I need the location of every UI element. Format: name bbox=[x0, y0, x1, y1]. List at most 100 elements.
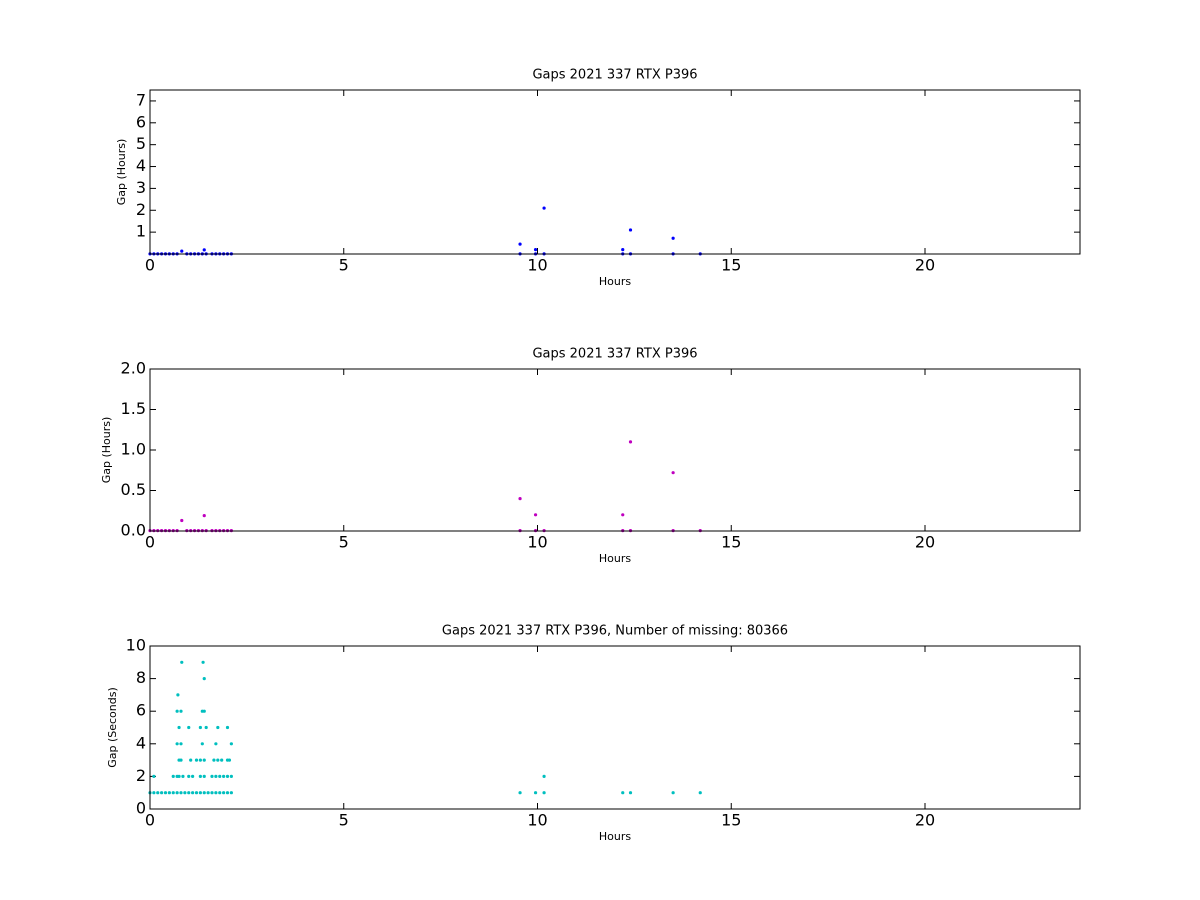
point bbox=[202, 709, 206, 713]
x-tick-label: 20 bbox=[915, 533, 935, 552]
point bbox=[175, 791, 179, 795]
y-tick-label: 7 bbox=[136, 90, 146, 109]
x-tick-label: 5 bbox=[339, 811, 349, 830]
point bbox=[201, 660, 205, 664]
chart-title: Gaps 2021 337 RTX P396, Number of missin… bbox=[442, 624, 788, 639]
point bbox=[218, 774, 222, 779]
point bbox=[198, 725, 202, 730]
point bbox=[200, 742, 204, 746]
point bbox=[229, 742, 233, 746]
chart-title: Gaps 2021 337 RTX P396 bbox=[532, 347, 697, 362]
point bbox=[225, 791, 230, 795]
x-axis-label: Hours bbox=[599, 552, 631, 565]
y-axis-label: Gap (Hours) bbox=[115, 139, 128, 206]
point bbox=[518, 242, 522, 246]
point bbox=[542, 791, 546, 795]
y-tick-label: 0.5 bbox=[121, 480, 146, 499]
point bbox=[671, 471, 675, 475]
point bbox=[225, 725, 230, 730]
point bbox=[214, 774, 218, 779]
point bbox=[152, 791, 156, 795]
x-axis-label: Hours bbox=[599, 830, 631, 843]
y-tick-label: 5 bbox=[136, 134, 146, 153]
point bbox=[202, 248, 206, 252]
point bbox=[222, 774, 226, 779]
point bbox=[202, 758, 206, 762]
point bbox=[671, 236, 675, 240]
point bbox=[628, 228, 633, 232]
x-tick-label: 0 bbox=[145, 256, 155, 275]
y-tick-label: 4 bbox=[136, 733, 146, 752]
point bbox=[202, 677, 206, 681]
x-tick-label: 10 bbox=[527, 256, 547, 275]
y-tick-label: 2 bbox=[136, 766, 146, 785]
y-tick-label: 0 bbox=[136, 799, 146, 818]
y-axis-label: Gap (Hours) bbox=[100, 417, 113, 484]
point bbox=[542, 206, 546, 210]
point bbox=[191, 774, 195, 779]
point bbox=[194, 758, 199, 762]
point bbox=[160, 791, 164, 795]
point bbox=[210, 791, 214, 795]
point bbox=[225, 774, 230, 779]
point bbox=[187, 774, 191, 779]
point bbox=[180, 660, 184, 664]
point bbox=[533, 513, 538, 517]
point bbox=[220, 758, 224, 762]
point bbox=[628, 440, 633, 444]
point bbox=[198, 758, 202, 762]
point bbox=[198, 774, 202, 779]
y-tick-label: 1.0 bbox=[121, 440, 146, 459]
point bbox=[222, 791, 226, 795]
point bbox=[214, 742, 218, 746]
point bbox=[542, 774, 546, 779]
point bbox=[177, 774, 181, 779]
point bbox=[171, 791, 175, 795]
point bbox=[180, 249, 184, 253]
point bbox=[218, 791, 222, 795]
y-tick-label: 3 bbox=[136, 178, 146, 197]
y-tick-label: 0.0 bbox=[121, 521, 146, 540]
point bbox=[167, 791, 171, 795]
point bbox=[204, 725, 208, 730]
x-tick-label: 5 bbox=[339, 533, 349, 552]
point bbox=[179, 742, 183, 746]
point bbox=[206, 791, 210, 795]
point bbox=[628, 791, 633, 795]
x-tick-label: 0 bbox=[145, 533, 155, 552]
axes-frame bbox=[149, 89, 1081, 255]
point bbox=[179, 758, 183, 762]
y-tick-label: 10 bbox=[126, 636, 146, 655]
point bbox=[191, 791, 195, 795]
point bbox=[227, 758, 232, 762]
chart-title: Gaps 2021 337 RTX P396 bbox=[532, 68, 697, 83]
point bbox=[518, 791, 522, 795]
point bbox=[175, 709, 179, 713]
point bbox=[229, 791, 233, 795]
x-tick-label: 10 bbox=[527, 533, 547, 552]
point bbox=[621, 791, 625, 795]
x-axis-label: Hours bbox=[599, 275, 631, 288]
x-tick-label: 10 bbox=[527, 811, 547, 830]
point bbox=[671, 791, 675, 795]
point bbox=[198, 791, 202, 795]
point bbox=[202, 514, 206, 518]
y-tick-label: 1 bbox=[136, 222, 146, 241]
y-tick-label: 1.5 bbox=[121, 399, 146, 418]
point bbox=[194, 791, 199, 795]
point bbox=[189, 758, 193, 762]
point bbox=[533, 791, 538, 795]
point bbox=[187, 725, 191, 730]
point bbox=[177, 725, 181, 730]
y-tick-label: 8 bbox=[136, 668, 146, 687]
x-tick-label: 5 bbox=[339, 256, 349, 275]
x-tick-label: 0 bbox=[145, 811, 155, 830]
point bbox=[216, 758, 220, 762]
point bbox=[202, 791, 206, 795]
y-tick-label: 4 bbox=[136, 156, 146, 175]
point bbox=[210, 774, 214, 779]
point bbox=[156, 791, 160, 795]
x-tick-label: 20 bbox=[915, 811, 935, 830]
point bbox=[171, 774, 175, 779]
point bbox=[621, 513, 625, 517]
